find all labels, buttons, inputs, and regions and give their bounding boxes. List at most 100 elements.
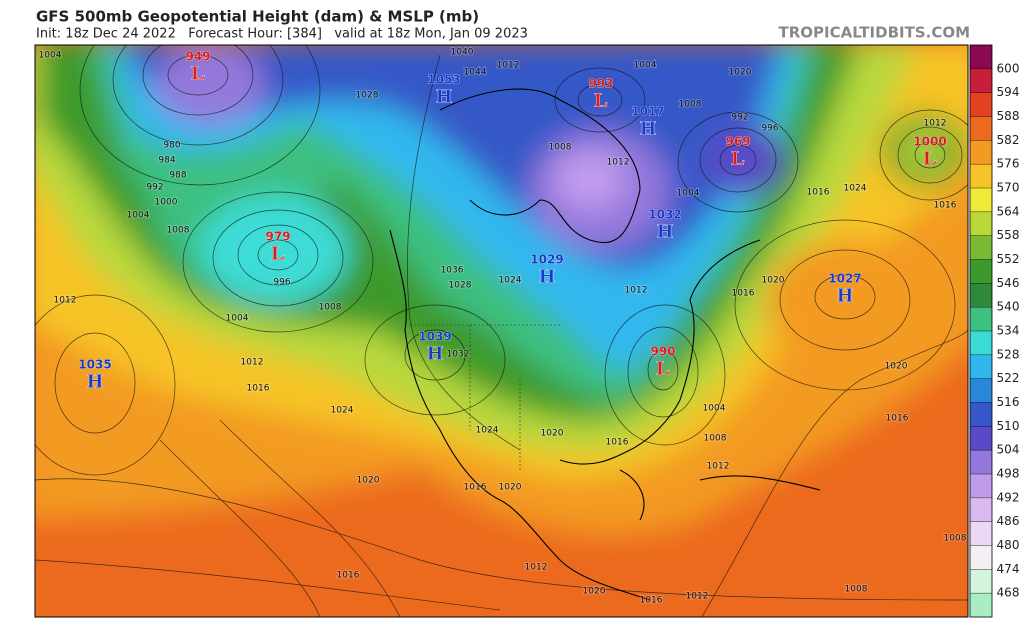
colorbar-box [970, 402, 992, 427]
colorbar-box [970, 259, 992, 284]
isobar-label: 1016 [732, 289, 755, 299]
colorbar-label: 576 [997, 157, 1020, 171]
isobar-label: 1028 [356, 91, 379, 101]
colorbar-label: 480 [997, 538, 1020, 552]
colorbar-box [970, 164, 992, 189]
isobar-label: 1012 [54, 296, 77, 306]
isobar-label: 1016 [886, 414, 909, 424]
colorbar-label: 570 [997, 181, 1020, 195]
isobar-label: 1012 [525, 563, 548, 573]
isobar-label: 1012 [707, 462, 730, 472]
isobar-label: 1020 [885, 362, 908, 372]
colorbar-box [970, 545, 992, 570]
colorbar-label: 600 [997, 61, 1020, 75]
colorbar-box [970, 426, 992, 451]
colorbar-label: 594 [997, 85, 1020, 99]
isobar-label: 1020 [541, 429, 564, 439]
center-letter: H [427, 343, 443, 365]
isobar-label: 992 [146, 183, 163, 193]
map-frame [34, 44, 969, 618]
colorbar-label: 468 [997, 586, 1020, 600]
isobar-label: 1004 [39, 51, 62, 61]
center-value: 1053 [427, 73, 460, 87]
colorbar-label: 546 [997, 276, 1020, 290]
isobar-label: 1020 [729, 68, 752, 78]
isobar-label: 1040 [451, 48, 474, 58]
isobar-label: 1008 [704, 434, 727, 444]
center-letter: H [436, 86, 452, 108]
colorbar-box [970, 497, 992, 523]
isobar-label: 1012 [241, 358, 264, 368]
colorbar-box [970, 569, 992, 594]
colorbar-box [970, 331, 992, 356]
isobar-label: 1044 [464, 68, 487, 78]
isobar-label: 1008 [679, 100, 702, 110]
center-value: 1035 [78, 358, 111, 372]
isobar-label: 1024 [476, 426, 499, 436]
colorbar-label: 522 [997, 371, 1020, 385]
isobar-label: 1016 [337, 571, 360, 581]
isobar-label: 1016 [640, 596, 663, 606]
center-value: 1039 [418, 330, 451, 344]
center-letter: L [594, 90, 607, 112]
isobar-label: 1020 [583, 587, 606, 597]
isobar-label: 988 [169, 171, 186, 181]
isobar-label: 996 [273, 278, 290, 288]
isobar-label: 1004 [127, 211, 150, 221]
colorbar-box [970, 68, 992, 94]
center-value: 1027 [828, 272, 861, 286]
coastlines [389, 88, 821, 601]
isobar-label: 1008 [167, 226, 190, 236]
isobar-label: 996 [761, 124, 778, 134]
center-letter: L [923, 148, 936, 170]
center-letter: H [837, 285, 853, 307]
colorbar-label: 498 [997, 467, 1020, 481]
center-letter: H [657, 221, 673, 243]
colorbar-box [970, 188, 992, 213]
borders [410, 324, 560, 470]
center-letter: H [640, 118, 656, 140]
isobar-label: 1020 [499, 483, 522, 493]
colorbar-label: 564 [997, 204, 1020, 218]
isobar-label: 1008 [549, 143, 572, 153]
colorbar-label: 504 [997, 443, 1020, 457]
isobar-label: 1012 [686, 592, 709, 602]
isobar-label: 1024 [844, 184, 867, 194]
subtitle: Init: 18z Dec 24 2022 Forecast Hour: [38… [36, 27, 528, 42]
isobar-label: 984 [158, 156, 175, 166]
isobar-label: 1004 [703, 404, 726, 414]
center-value: 990 [650, 345, 675, 359]
map-field [35, 45, 968, 617]
center-letter: L [191, 63, 204, 85]
colorbar-label: 588 [997, 109, 1020, 123]
colorbar-box [970, 116, 992, 141]
center-letter: L [731, 148, 744, 170]
isobar-label: 1016 [464, 483, 487, 493]
colorbar-box [970, 45, 992, 70]
isobar-label: 1012 [924, 119, 947, 129]
isobar-label: 1016 [807, 188, 830, 198]
center-letter: H [539, 266, 555, 288]
colorbar-box [970, 307, 992, 332]
title: GFS 500mb Geopotential Height (dam) & MS… [36, 8, 479, 26]
isobar-label: 1028 [449, 281, 472, 291]
isobar-label: 992 [731, 113, 748, 123]
center-letter: H [87, 371, 103, 393]
colorbar-label: 474 [997, 562, 1020, 576]
center-value: 1032 [648, 208, 681, 222]
center-value: 969 [725, 135, 750, 149]
center-value: 1000 [913, 135, 946, 149]
colorbar-box [970, 235, 992, 260]
colorbar-box [970, 593, 992, 618]
isobar-label: 1024 [331, 406, 354, 416]
colorbar-box [970, 474, 992, 499]
isobar-label: 1020 [762, 276, 785, 286]
isobar-label: 1032 [447, 350, 470, 360]
isobar-label: 1004 [634, 61, 657, 71]
colorbar-label: 516 [997, 395, 1020, 409]
center-value: 979 [265, 230, 290, 244]
colorbar-box [970, 450, 992, 475]
colorbar-label: 552 [997, 252, 1020, 266]
center-letter: L [271, 243, 284, 265]
